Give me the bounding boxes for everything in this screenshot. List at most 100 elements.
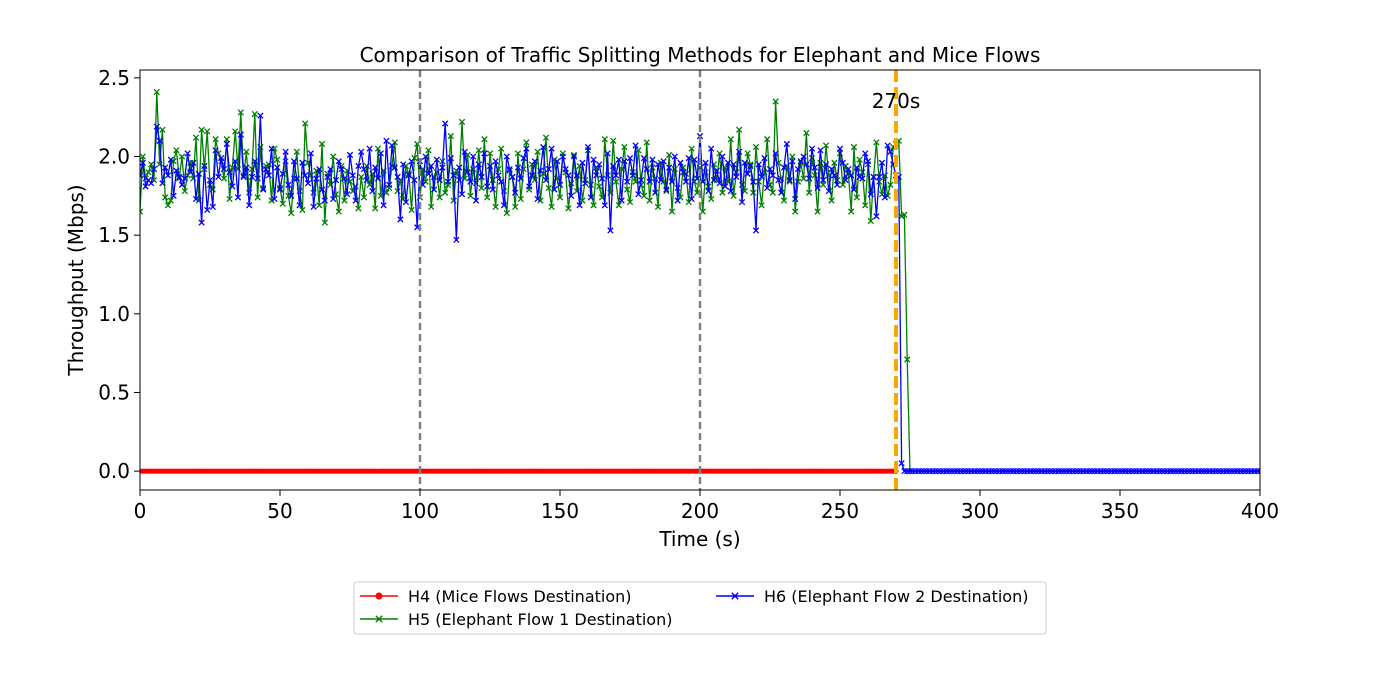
series-2-point <box>806 189 813 196</box>
series-3-point <box>495 172 502 179</box>
series-2-point <box>293 148 300 155</box>
series-3-point <box>576 202 583 209</box>
series-2-point <box>626 198 634 206</box>
series-3-point <box>444 178 452 185</box>
x-axis-label: Time (s) <box>658 527 740 551</box>
series-2-point <box>668 208 676 215</box>
series-3-point <box>629 172 636 179</box>
series-3-point <box>682 178 690 185</box>
series-3-point <box>780 164 788 171</box>
series-3-point <box>551 186 558 193</box>
y-axis-label: Throughput (Mbps) <box>64 184 88 376</box>
marker-annotation: 270s <box>872 89 921 113</box>
series-2-point <box>288 209 295 217</box>
series-3-point <box>668 178 676 185</box>
series-3-point <box>282 148 289 155</box>
series-3-point <box>140 159 146 166</box>
series-3-point <box>783 140 790 148</box>
series-3-point <box>649 156 656 163</box>
series-3-point <box>402 198 410 206</box>
series-3-point <box>159 180 166 187</box>
series-3-point <box>442 120 449 127</box>
series-2-point <box>232 128 239 135</box>
series-3-point <box>475 161 482 168</box>
series-2-point <box>831 159 838 166</box>
series-3-point <box>512 189 519 196</box>
series-2-point <box>688 145 695 152</box>
series-3-point <box>422 153 429 160</box>
series-3-point <box>755 161 762 168</box>
series-2-point <box>318 140 326 148</box>
series-3-point <box>290 158 298 165</box>
series-3-point <box>279 170 286 177</box>
series-3-point <box>573 172 580 179</box>
series-3-point <box>523 145 530 152</box>
series-2-point <box>666 151 673 159</box>
series-3-point <box>828 165 835 173</box>
series-3-point <box>848 172 855 179</box>
series-3-point <box>652 189 659 196</box>
series-3-point <box>173 167 180 174</box>
series-line-2 <box>140 91 911 472</box>
series-2-point <box>800 175 807 182</box>
series-3-point <box>540 143 547 151</box>
series-3-point <box>372 164 379 171</box>
series-3-point <box>167 156 174 163</box>
series-3 <box>140 112 1260 475</box>
series-2-point <box>316 202 323 209</box>
series-2-point <box>302 120 309 127</box>
series-3-point <box>212 147 219 154</box>
series-3-point <box>425 170 432 177</box>
series-2-point <box>498 145 505 152</box>
series-3-point <box>220 165 228 173</box>
series-2-point <box>372 205 379 212</box>
series-3-point <box>478 173 485 181</box>
series-3-point <box>503 153 510 160</box>
series-3-point <box>369 187 376 195</box>
series-3-point <box>470 153 477 160</box>
series-2-point <box>601 136 608 143</box>
series-3-point <box>489 186 496 193</box>
series-3-point <box>366 145 373 152</box>
series-3-point <box>584 143 592 151</box>
x-tick-label: 350 <box>1101 499 1139 523</box>
series-3-point <box>498 178 505 185</box>
series-3-point <box>666 164 673 171</box>
series-2-point <box>436 194 443 201</box>
series-2-point <box>140 208 144 215</box>
series-3-point <box>736 148 743 155</box>
series-2-point <box>237 109 244 116</box>
series-2-point <box>727 136 734 143</box>
series-2-point <box>192 134 200 141</box>
series-2-point <box>517 195 524 203</box>
series-3-point <box>226 169 233 176</box>
series-3-point <box>218 154 225 162</box>
series-2-point <box>223 136 230 143</box>
series-3-point <box>509 173 516 181</box>
series-2-point <box>654 203 662 211</box>
series-3-point <box>862 150 869 157</box>
x-tick-label: 400 <box>1241 499 1279 523</box>
series-2-point <box>220 175 228 182</box>
series-3-point <box>713 167 720 174</box>
series-3-point <box>786 176 793 184</box>
series-3-point <box>750 178 757 185</box>
series-3-point <box>615 156 622 163</box>
series-3-point <box>772 150 779 157</box>
series-2-point <box>772 98 779 105</box>
series-3-point <box>254 175 261 182</box>
series-3-point <box>708 145 715 152</box>
series-3-point <box>148 180 155 187</box>
series-3-point <box>332 176 340 184</box>
series-3-point <box>456 164 463 171</box>
series-3-point <box>461 148 468 155</box>
series-3-point <box>800 153 807 160</box>
series-3-point <box>397 216 404 223</box>
series-3-point <box>643 165 650 173</box>
series-3-point <box>411 176 418 184</box>
series-2-point <box>481 136 488 143</box>
series-3-point <box>638 176 645 184</box>
series-3-point <box>811 164 818 171</box>
series-3-point <box>817 147 824 154</box>
series-3-point <box>430 186 438 193</box>
